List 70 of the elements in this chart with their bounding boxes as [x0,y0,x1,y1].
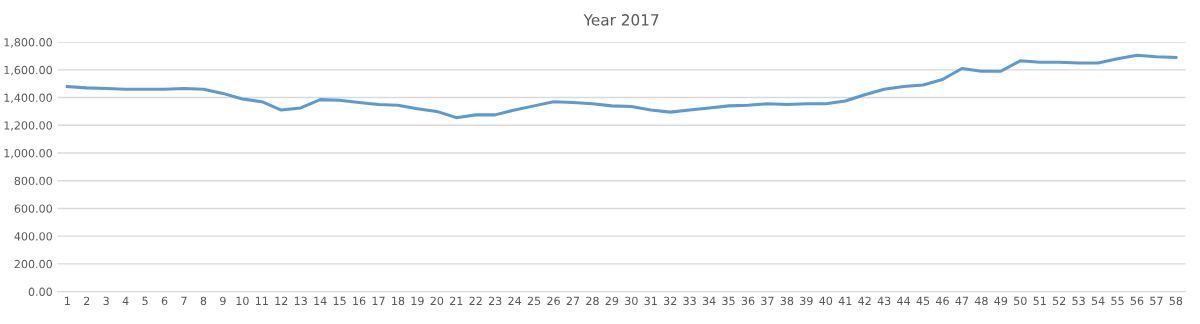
x-tick-label: 5 [142,296,148,306]
x-tick-label: 23 [488,296,502,306]
x-tick-label: 11 [255,296,268,305]
x-tick-label: 3 [103,296,109,306]
x-tick-label: 1 [65,296,70,305]
x-tick-label: 18 [392,296,405,306]
x-tick-label: 50 [1014,296,1027,306]
x-tick-label: 25 [527,296,541,306]
x-tick-label: 39 [800,296,813,306]
x-tick-label: 46 [935,296,949,306]
x-tick-label: 47 [955,296,969,305]
x-tick-label: 43 [877,296,891,306]
x-tick-label: 10 [236,296,249,306]
x-tick-label: 35 [722,296,735,306]
x-tick-label: 32 [664,296,677,306]
x-tick-label: 44 [897,296,911,305]
x-tick-label: 21 [450,296,463,305]
x-tick-label: 33 [683,296,696,306]
y-tick-label: 0.00 [28,287,52,296]
line-series [65,53,1178,120]
x-tick-label: 15 [333,296,346,306]
y-tick-label: 1,000.00 [4,148,52,159]
x-tick-label: 20 [430,296,444,306]
x-tick-label: 27 [566,296,580,305]
y-tick-label: 600.00 [14,204,52,213]
y-tick-label: 200.00 [14,259,52,269]
x-tick-label: 42 [858,296,871,305]
x-tick-label: 49 [994,296,1008,306]
x-tick-label: 51 [1033,296,1046,306]
x-tick-label: 2 [84,296,90,305]
x-tick-label: 22 [469,296,482,305]
x-tick-label: 53 [1072,296,1085,306]
y-tick-label: 1,600.00 [4,65,52,76]
x-tick-label: 54 [1091,296,1105,306]
x-tick-label: 14 [314,296,327,305]
x-tick-label: 7 [181,296,187,305]
x-tick-label: 37 [761,296,774,306]
x-tick-label: 34 [702,296,716,306]
x-tick-label: 56 [1130,296,1144,306]
x-tick-label: 38 [780,296,794,306]
x-tick-label: 29 [605,296,619,306]
y-tick-label: 1,200.00 [4,121,52,131]
y-tick-label: 1,400.00 [4,93,52,104]
x-tick-label: 8 [200,296,207,306]
x-tick-label: 45 [916,296,930,306]
x-tick-label: 12 [275,296,288,305]
x-tick-label: 24 [508,296,522,305]
x-tick-label: 26 [547,296,560,306]
x-tick-label: 55 [1111,296,1124,306]
x-tick-label: 41 [838,296,852,305]
x-tick-label: 30 [625,296,638,306]
x-tick-label: 4 [122,296,129,305]
x-tick-label: 13 [294,296,307,306]
y-tick-label: 400.00 [14,232,52,241]
x-tick-label: 19 [411,296,424,306]
x-tick-label: 28 [586,296,599,306]
y-tick-label: 800.00 [14,176,52,186]
x-tick-label: 17 [372,296,385,305]
x-tick-label: 36 [741,296,755,306]
x-tick-label: 31 [644,296,657,306]
x-tick-label: 52 [1052,296,1066,306]
y-tick-label: 1,800.00 [4,38,52,48]
x-tick-label: 16 [353,296,366,306]
chart-title: Year 2017 [583,14,659,26]
x-tick-label: 48 [974,296,988,306]
x-tick-label: 40 [819,296,833,306]
x-tick-label: 6 [161,296,168,306]
x-tick-label: 58 [1169,296,1183,306]
x-tick-label: 9 [220,296,226,306]
x-tick-label: 57 [1150,296,1163,306]
